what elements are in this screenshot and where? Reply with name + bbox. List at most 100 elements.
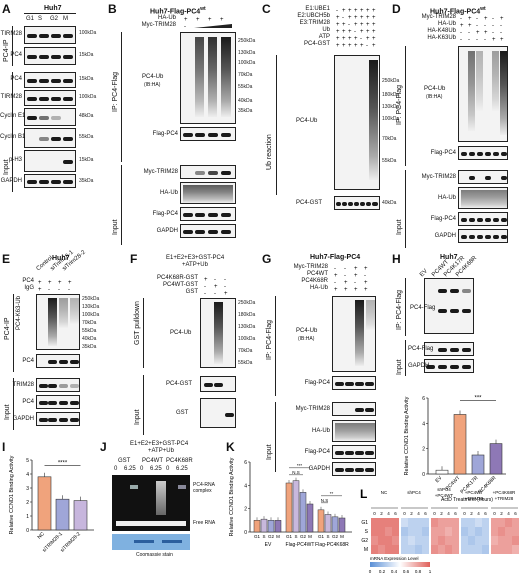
- time-label: 4: [417, 511, 420, 516]
- heatmap-cell: [392, 527, 399, 536]
- heatmap-cell: [512, 536, 519, 545]
- svg-text:+: +: [38, 280, 42, 286]
- heatmap-cell: [371, 527, 378, 536]
- svg-text:+: +: [342, 29, 346, 35]
- svg-text:+: +: [336, 43, 340, 49]
- panel-title: E1+E2+E3+GST-PC4: [166, 255, 225, 261]
- lane-label: PC4WT: [142, 458, 163, 464]
- svg-text:-: -: [68, 287, 70, 292]
- svg-text:-: -: [476, 23, 478, 29]
- svg-text:-: -: [48, 287, 50, 292]
- group-label: +PC4K68R: [493, 490, 516, 495]
- heatmap-cell: [422, 536, 429, 545]
- cell-line-label: Huh7: [440, 254, 458, 261]
- mw-marker: 55kDa: [238, 360, 253, 366]
- conc-label: 6.25: [124, 466, 136, 472]
- legend-tick: 0.2: [379, 569, 386, 574]
- svg-text:-: -: [460, 16, 462, 22]
- x-tick-label: G2: [268, 534, 275, 539]
- ub-label: PC4-Ub: [296, 328, 318, 334]
- blot-pc4-flag-input: [424, 342, 474, 356]
- panel-label: B: [108, 2, 117, 16]
- heatmap-cell: [401, 518, 408, 527]
- input-label: Input: [396, 359, 403, 375]
- condition-label: PC4K68R: [301, 278, 328, 284]
- blot-myc-trim28: [332, 402, 376, 416]
- svg-text:-: -: [354, 29, 356, 35]
- y-tick-label: 2: [244, 507, 247, 513]
- blot-cyclin-e1: [24, 108, 76, 126]
- emsa-gel: [112, 475, 190, 531]
- ip-label: IP: PC4-Flag: [266, 319, 273, 360]
- heatmap-cell: [461, 545, 468, 554]
- condition-label: HA-K48Ub: [427, 28, 456, 34]
- sig-label: ***: [297, 463, 303, 468]
- heatmap-cell: [371, 545, 378, 554]
- blot-ha-ub: [180, 182, 236, 204]
- svg-text:+: +: [372, 15, 376, 21]
- blot-gapdh: [36, 412, 80, 426]
- svg-text:+: +: [354, 8, 358, 14]
- ub-sub-label: (IB:HA): [426, 94, 443, 100]
- heatmap-cell: [422, 527, 429, 536]
- time-label: 2: [440, 511, 443, 516]
- heatmap-cell: [378, 527, 385, 536]
- mw-marker: 35kDa: [82, 344, 97, 350]
- y-tick-label: 6: [422, 396, 425, 402]
- x-tick-label: EV: [434, 475, 443, 484]
- svg-text:-: -: [354, 280, 356, 286]
- svg-text:+: +: [364, 287, 368, 292]
- heatmap-cell: [385, 545, 392, 554]
- condition-label: PC4WT: [307, 271, 328, 277]
- heatmap-cell: [482, 536, 489, 545]
- heatmap-cell: [482, 545, 489, 554]
- row-label: S: [365, 529, 369, 535]
- svg-text:+: +: [360, 15, 364, 21]
- svg-text:-: -: [468, 37, 470, 43]
- svg-text:+: +: [468, 16, 472, 22]
- mw-marker: 100kDa: [238, 60, 256, 66]
- panel-label: L: [360, 488, 367, 501]
- signs-row: + + + + -: [184, 17, 232, 29]
- x-tick-label: G1: [318, 534, 325, 539]
- heatmap-cell: [445, 545, 452, 554]
- blot-pc4-gst: [200, 376, 236, 392]
- sig-label: **: [330, 491, 334, 496]
- mw-marker: 15kDa: [79, 52, 94, 58]
- condition-label: E1:UBE1: [305, 6, 330, 12]
- svg-text:-: -: [344, 266, 346, 272]
- heatmap-cell: [408, 527, 415, 536]
- blot-pc4-ip: [24, 47, 76, 65]
- svg-text:+: +: [372, 36, 376, 42]
- mw-marker: 55kDa: [82, 328, 97, 334]
- blot-gst: [200, 398, 236, 428]
- svg-text:+: +: [336, 22, 340, 28]
- heatmap-cell: [452, 536, 459, 545]
- heatmap-cell: [452, 545, 459, 554]
- bar: [55, 498, 70, 531]
- time-label: 2: [410, 511, 413, 516]
- mw-marker: 130kDa: [382, 104, 400, 110]
- heatmap-cell: [475, 518, 482, 527]
- bar: [453, 414, 467, 475]
- svg-text:+: +: [348, 8, 352, 14]
- heatmap-cell: [408, 518, 415, 527]
- panel-label: E: [2, 252, 11, 266]
- heatmap-cell: [498, 518, 505, 527]
- heatmap-cell: [438, 518, 445, 527]
- blot-trim28-input: [24, 90, 76, 106]
- heatmap-cell: [491, 518, 498, 527]
- row-label: TIRM28: [0, 31, 22, 37]
- row-label: PC4: [22, 358, 34, 364]
- signs-grid: + - - - + - - - +: [204, 277, 228, 295]
- right-label: Free RNA: [193, 520, 216, 526]
- condition-label: Myc-TRIM28: [421, 14, 456, 20]
- y-tick-label: 5: [26, 458, 29, 464]
- row-label: p-H3: [8, 157, 22, 163]
- ip-label: IP: PC4-Flag: [396, 84, 403, 125]
- ip-label: IP: PC4-Flag: [112, 71, 119, 112]
- heatmap-cell: [505, 545, 512, 554]
- heatmap-cell: [491, 545, 498, 554]
- group-label: +TRIM28: [465, 496, 484, 501]
